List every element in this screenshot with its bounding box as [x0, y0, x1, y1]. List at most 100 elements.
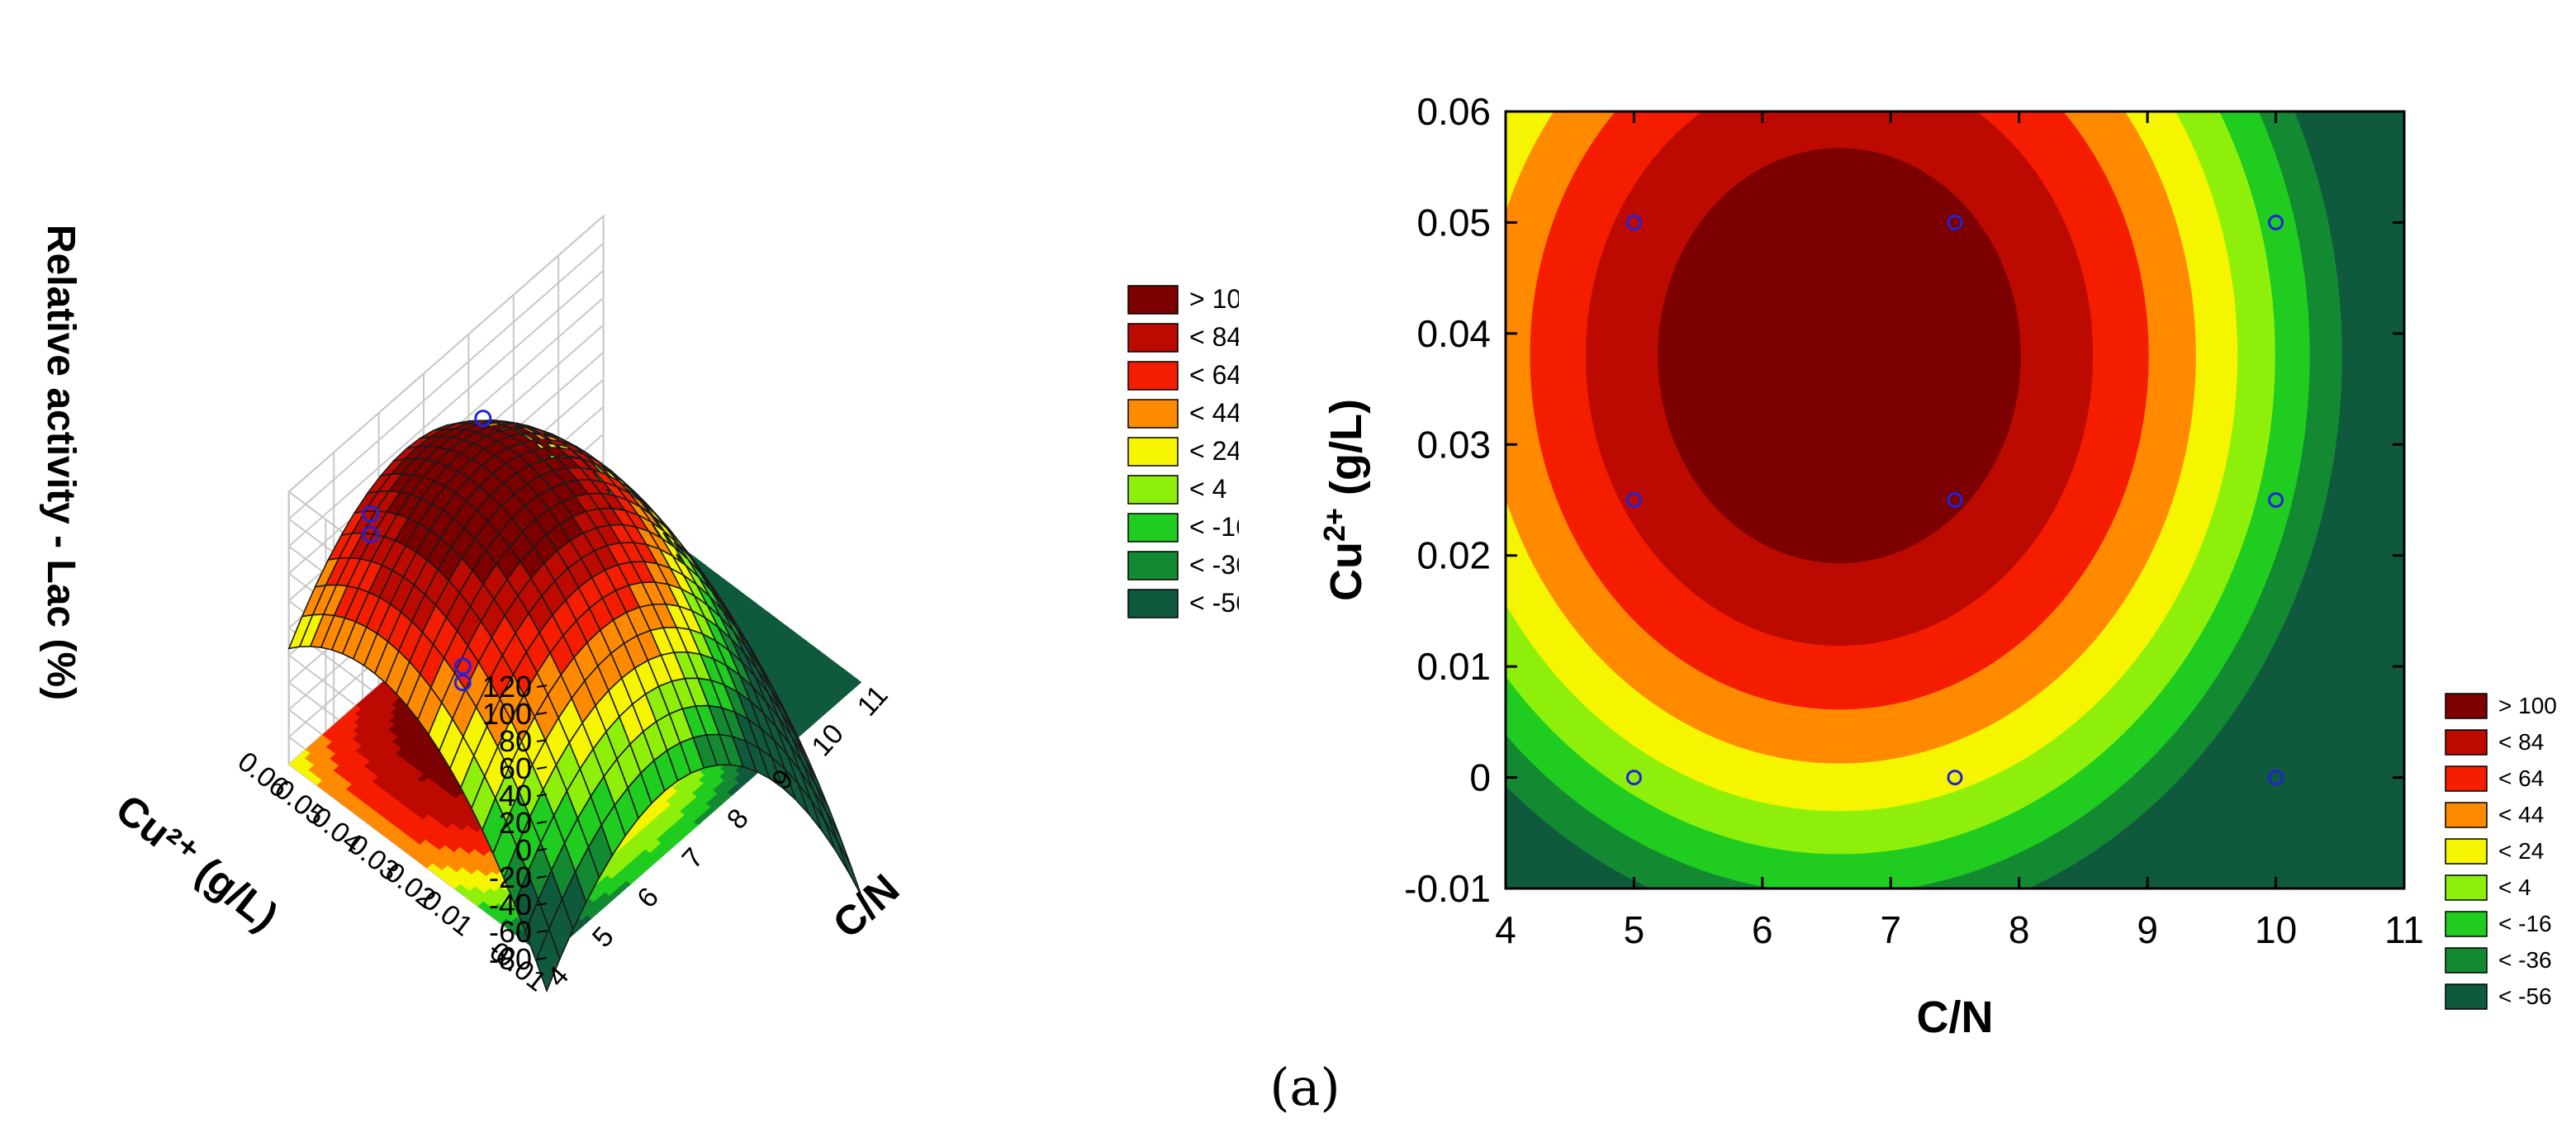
surface-mesh — [287, 419, 862, 993]
grid-line — [288, 215, 605, 493]
y-tick-label: 0.04 — [1416, 312, 1491, 355]
x-tick-label: 10 — [2255, 908, 2297, 951]
x-tick-label: 6 — [1752, 908, 1773, 951]
legend-label: < 24 — [2498, 838, 2544, 864]
legend-swatch — [1127, 323, 1179, 353]
legend-swatch — [1127, 437, 1179, 467]
legend-swatch — [1127, 285, 1179, 315]
legend-label: < -56 — [2498, 983, 2552, 1009]
design-point — [1625, 770, 1642, 786]
z-tick-label: 120 — [482, 670, 532, 704]
legend-swatch — [2445, 983, 2488, 1010]
x-tick-label: 11 — [2384, 908, 2424, 951]
legend-label: < -16 — [1189, 512, 1239, 542]
x-axis-title: C/N — [1917, 993, 1994, 1042]
y-tick-label: -0.01 — [1404, 867, 1491, 910]
z-tick-label: -60 — [489, 915, 532, 949]
z-tick-mark — [536, 712, 548, 715]
surface-cell — [837, 841, 862, 896]
legend-label: > 100 — [2498, 693, 2557, 718]
legend-label: > 100 — [1189, 284, 1239, 314]
legend-swatch — [2445, 729, 2488, 756]
x-tick-label: 11 — [852, 680, 894, 723]
legend-label: < -36 — [1189, 550, 1239, 580]
z-tick-label: -80 — [489, 942, 532, 976]
design-point — [1625, 214, 1642, 230]
legend-label: < 84 — [1189, 322, 1239, 352]
legend-label: < 24 — [1189, 436, 1239, 466]
x-tick-label: 7 — [1880, 908, 1901, 951]
z-tick-label: 60 — [499, 751, 532, 785]
z-tick-label: -20 — [489, 860, 532, 894]
y-axis-title: Cu²⁺ (g/L) — [107, 785, 287, 940]
legend-swatch — [1127, 513, 1179, 543]
x-tick-label: 7 — [676, 842, 710, 874]
z-tick-label: 0 — [515, 833, 532, 867]
legend-swatch — [2445, 693, 2488, 719]
z-tick-mark — [536, 794, 548, 797]
x-tick-label: 8 — [721, 803, 755, 835]
x-tick-label: 5 — [1624, 908, 1645, 951]
z-tick-mark — [536, 685, 548, 688]
experimental-point — [362, 525, 380, 543]
z-axis-title: Relative activity - Lac (%) — [39, 225, 83, 700]
z-tick-label: 100 — [482, 697, 532, 731]
y-tick-label: 0 — [1469, 756, 1491, 799]
surface-plot-3d: -80-60-40-20020406080100120-0.0100.010.0… — [39, 214, 1239, 997]
z-tick-mark — [536, 739, 548, 742]
z-tick-label: 20 — [499, 806, 532, 840]
contour-bands — [1506, 111, 2404, 888]
z-tick-mark — [536, 930, 548, 933]
experimental-point — [362, 505, 380, 524]
x-tick-label: 5 — [586, 921, 620, 953]
legend-swatch — [2445, 911, 2488, 937]
y-tick-label: 0.03 — [1416, 423, 1491, 466]
contour-plot-2d: 4 5 6 7 8 9 10 11 -0.01 0 0.01 0.02 0.03 0.04 0.05 0.06… — [1317, 90, 2557, 1042]
x-tick-label: 8 — [2009, 908, 2030, 951]
z-tick-mark — [536, 766, 548, 770]
legend-swatch — [2445, 765, 2488, 792]
z-tick-label: -40 — [489, 888, 532, 922]
z-tick-mark — [536, 821, 548, 824]
y-tick-label: 0.01 — [1416, 645, 1491, 688]
legend-swatch — [2445, 838, 2488, 865]
z-tick-mark — [536, 957, 548, 960]
design-point — [1947, 492, 1963, 508]
design-point — [2268, 770, 2284, 786]
legend-label: < 44 — [2498, 802, 2544, 827]
design-point — [1947, 214, 1963, 230]
legend-swatch — [1127, 399, 1179, 429]
experimental-point — [453, 657, 472, 675]
design-point — [2268, 492, 2284, 508]
y-tick-label: 0.02 — [1416, 534, 1491, 577]
grid-line — [288, 242, 605, 520]
x-axis-title: C/N — [824, 865, 908, 947]
legend-label: < 4 — [2498, 874, 2531, 900]
legend-swatch — [1127, 551, 1179, 580]
design-point — [2268, 214, 2284, 230]
z-tick-label: 80 — [499, 724, 532, 758]
legend-2d: > 100 < 84 < 64 < 44 < 24 < 4 < -16 < -36 < -56 — [2445, 693, 2557, 1010]
legend-label: < -56 — [1189, 588, 1239, 618]
x-tick-label: 6 — [631, 881, 665, 913]
figure-caption: (a) — [1269, 1057, 1340, 1117]
design-point — [1947, 770, 1963, 786]
legend-swatch — [1127, 361, 1179, 391]
z-tick-label: 40 — [499, 779, 532, 813]
legend-swatch — [2445, 802, 2488, 828]
y-axis-title: Cu2+ (g/L) — [1317, 399, 1372, 601]
experimental-point — [453, 674, 472, 692]
legend-label: < 4 — [1189, 474, 1226, 504]
experimental-point — [474, 410, 492, 428]
contour-band — [1800, 310, 1880, 401]
y-tick-label: 0.05 — [1416, 201, 1491, 244]
z-tick-mark — [536, 848, 548, 851]
legend-label: < 44 — [1189, 398, 1239, 428]
legend-swatch — [1127, 589, 1179, 618]
x-tick-label: 4 — [1495, 908, 1516, 951]
legend-3d: > 100 < 84 < 64 < 44 < 24 < 4 < -16 < -36 < -56 — [1127, 284, 1239, 618]
x-tick-label: 9 — [2137, 908, 2158, 951]
design-point — [1625, 492, 1642, 508]
legend-label: < 84 — [2498, 729, 2544, 755]
legend-swatch — [1127, 475, 1179, 505]
